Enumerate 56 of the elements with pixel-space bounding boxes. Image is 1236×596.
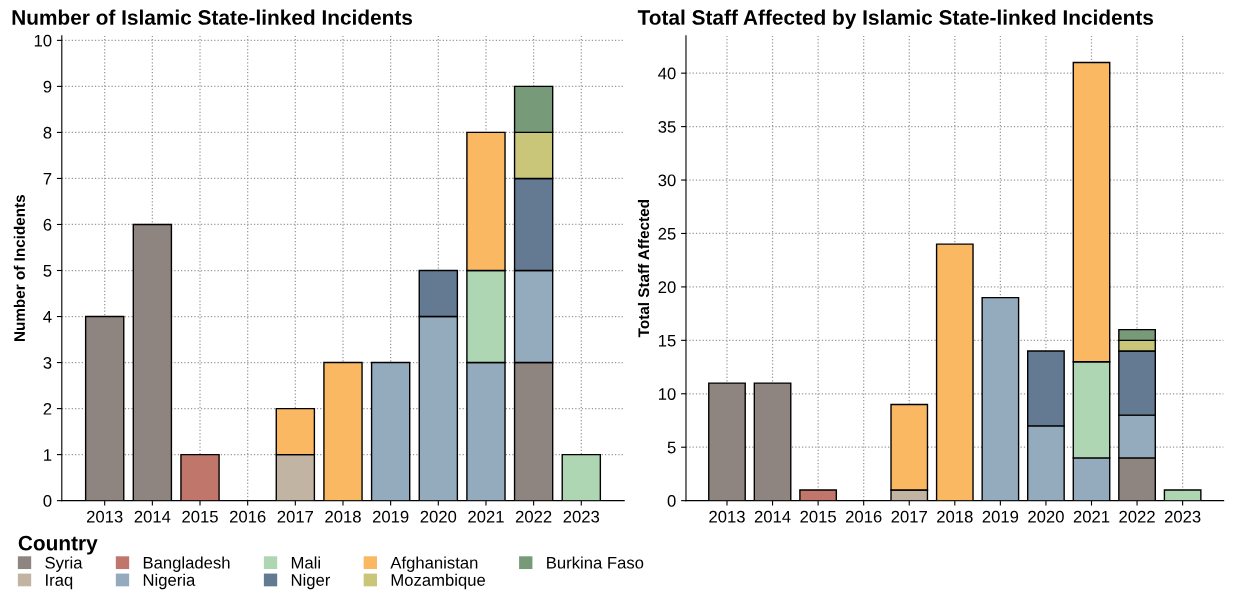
x-tick-label: 2020 bbox=[420, 510, 457, 523]
y-tick-label: 5 bbox=[667, 441, 676, 454]
y-axis-title: Number of Incidents bbox=[13, 194, 25, 342]
legend-label: Niger bbox=[291, 573, 331, 590]
x-tick-label: 2015 bbox=[182, 510, 218, 523]
x-tick-label: 2017 bbox=[891, 510, 927, 523]
x-tick-label: 2014 bbox=[754, 510, 791, 523]
x-tick-label: 2023 bbox=[563, 510, 600, 523]
x-tick-label: 2021 bbox=[1073, 510, 1110, 523]
legend-label: Iraq bbox=[46, 574, 73, 590]
y-tick-label: 9 bbox=[43, 80, 52, 93]
legend-label: Afghanistan bbox=[390, 556, 478, 572]
legend-title: Country bbox=[18, 535, 98, 555]
chart-title: Number of Islamic State-linked Incidents bbox=[12, 9, 413, 25]
x-tick-label: 2022 bbox=[1119, 510, 1155, 523]
legend-label: Mozambique bbox=[391, 573, 486, 590]
x-tick-label: 2016 bbox=[229, 510, 266, 523]
chart-title: Total Staff Affected by Islamic State-linked Incidents bbox=[637, 9, 1154, 29]
x-tick-label: 2020 bbox=[1028, 510, 1064, 523]
y-tick-label: 40 bbox=[658, 67, 676, 80]
legend-label: Mali bbox=[291, 556, 320, 569]
y-tick-label: 2 bbox=[43, 402, 52, 415]
y-tick-label: 5 bbox=[43, 265, 52, 277]
y-tick-label: 1 bbox=[44, 449, 52, 461]
y-tick-label: 6 bbox=[43, 218, 52, 231]
legend-label: Syria bbox=[45, 556, 83, 572]
y-tick-label: 8 bbox=[43, 126, 52, 139]
x-tick-label: 2017 bbox=[277, 510, 314, 523]
x-tick-label: 2021 bbox=[468, 510, 504, 523]
y-axis-title: Total Staff Affected bbox=[637, 200, 650, 338]
y-tick-label: 10 bbox=[34, 34, 52, 47]
y-tick-label: 35 bbox=[658, 121, 676, 133]
y-tick-label: 20 bbox=[658, 281, 676, 294]
x-tick-label: 2019 bbox=[372, 510, 409, 523]
x-tick-label: 2023 bbox=[1164, 510, 1201, 523]
x-tick-label: 2016 bbox=[845, 510, 882, 523]
y-tick-label: 30 bbox=[658, 174, 676, 187]
legend-label: Burkina Faso bbox=[547, 556, 644, 569]
x-tick-label: 2019 bbox=[982, 510, 1019, 523]
y-tick-label: 7 bbox=[43, 173, 52, 185]
x-tick-label: 2015 bbox=[800, 510, 836, 523]
x-tick-label: 2013 bbox=[87, 510, 123, 523]
x-tick-label: 2022 bbox=[515, 510, 552, 523]
x-tick-label: 2013 bbox=[709, 510, 745, 523]
y-tick-label: 0 bbox=[43, 495, 52, 507]
y-tick-label: 3 bbox=[43, 356, 52, 369]
y-tick-label: 4 bbox=[43, 311, 52, 323]
x-tick-label: 2018 bbox=[937, 510, 973, 523]
legend-label: Bangladesh bbox=[143, 556, 230, 572]
legend-label: Nigeria bbox=[143, 573, 196, 590]
y-tick-label: 0 bbox=[667, 495, 676, 507]
y-tick-label: 15 bbox=[658, 334, 676, 347]
y-tick-label: 10 bbox=[658, 388, 676, 400]
x-tick-label: 2014 bbox=[134, 510, 171, 523]
y-tick-label: 25 bbox=[658, 227, 676, 240]
x-tick-label: 2018 bbox=[325, 510, 361, 523]
